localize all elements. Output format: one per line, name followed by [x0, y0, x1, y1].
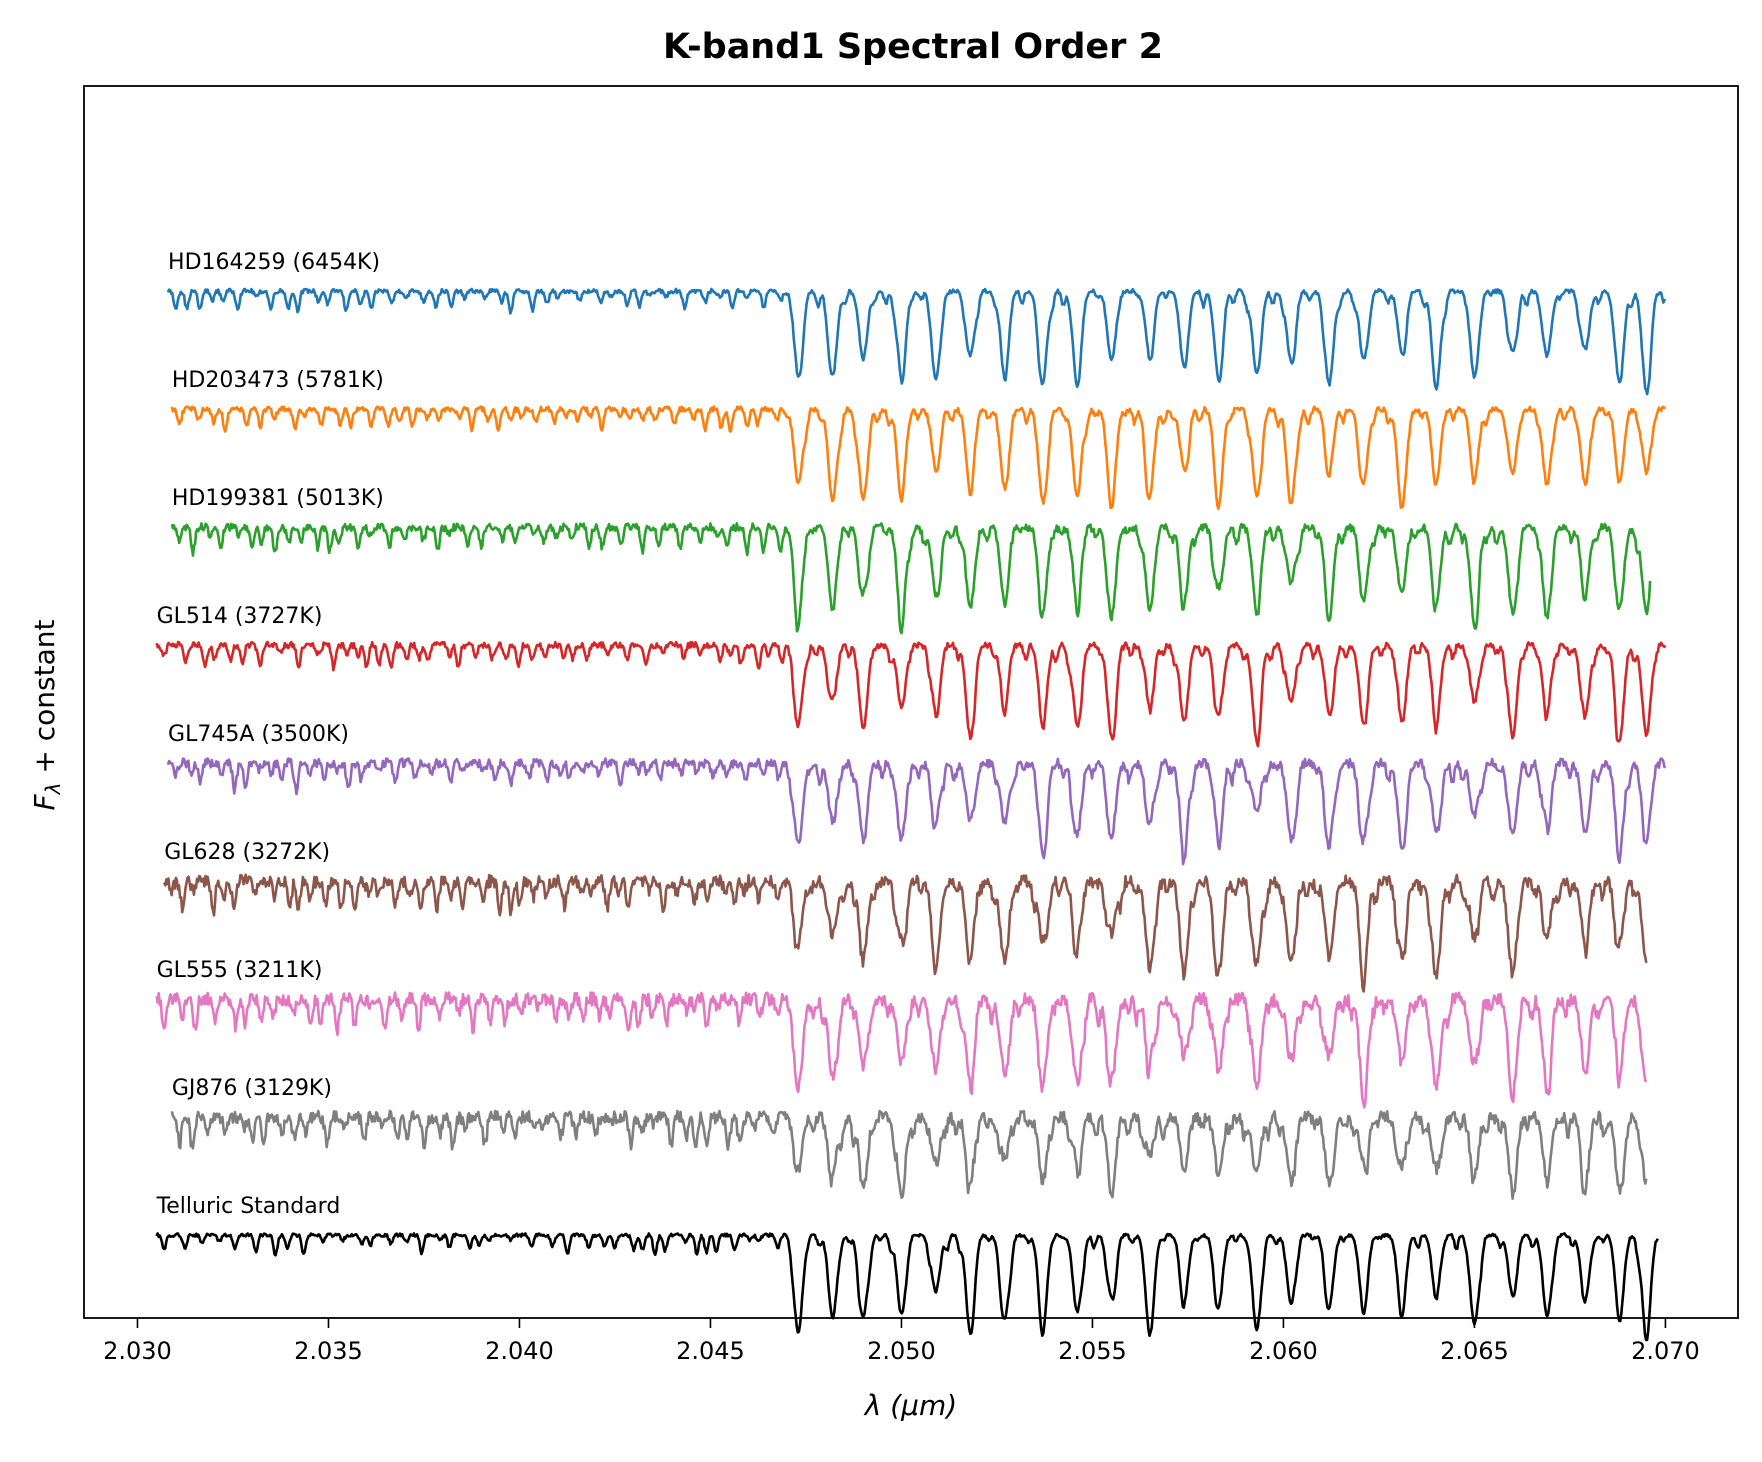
series-line [170, 522, 1652, 635]
series-group: HD164259 (6454K) HD203473 (5781K) HD199381… [155, 250, 1667, 1342]
series-line [155, 1232, 1659, 1342]
series-label: HD199381 (5013K) [172, 486, 384, 511]
x-tick-label: 2.035 [294, 1337, 363, 1365]
series-label: HD203473 (5781K) [172, 368, 384, 393]
series-label: GL555 (3211K) [157, 958, 323, 983]
series-line [170, 1109, 1648, 1200]
y-axis-label-main: F [28, 793, 61, 810]
series-line [166, 757, 1667, 866]
y-axis-label-subscript: λ [41, 783, 65, 796]
y-axis-label-rest: + constant [28, 620, 61, 783]
x-tick-label: 2.040 [485, 1337, 554, 1365]
x-tick-label: 2.050 [867, 1337, 936, 1365]
x-tick-label: 2.030 [103, 1337, 172, 1365]
y-axis-label: Fλ + constant [28, 620, 65, 811]
series-label: GL628 (3272K) [164, 840, 330, 865]
series-line [166, 287, 1667, 396]
series-label: GJ876 (3129K) [172, 1076, 332, 1101]
plot-frame [83, 85, 1739, 1319]
chart-title: K-band1 Spectral Order 2 [663, 27, 1163, 67]
series-label: GL514 (3727K) [157, 604, 323, 629]
x-tick-label: 2.055 [1058, 1337, 1127, 1365]
x-tick-label: 2.070 [1631, 1337, 1700, 1365]
series-line [162, 873, 1648, 993]
x-tick-label: 2.045 [676, 1337, 745, 1365]
x-axis-ticks: 2.030 2.035 2.040 2.045 2.050 2.055 2.060 2.065… [103, 1318, 1700, 1365]
series-label: GL745A (3500K) [168, 722, 349, 747]
x-tick-label: 2.065 [1440, 1337, 1509, 1365]
series-label: HD164259 (6454K) [168, 250, 380, 275]
x-tick-label: 2.060 [1249, 1337, 1318, 1365]
x-axis-label: λ (μm) [863, 1389, 957, 1422]
series-line [155, 991, 1648, 1109]
series-line [155, 640, 1667, 748]
series-line [170, 405, 1666, 511]
series-label: Telluric Standard [156, 1194, 341, 1219]
